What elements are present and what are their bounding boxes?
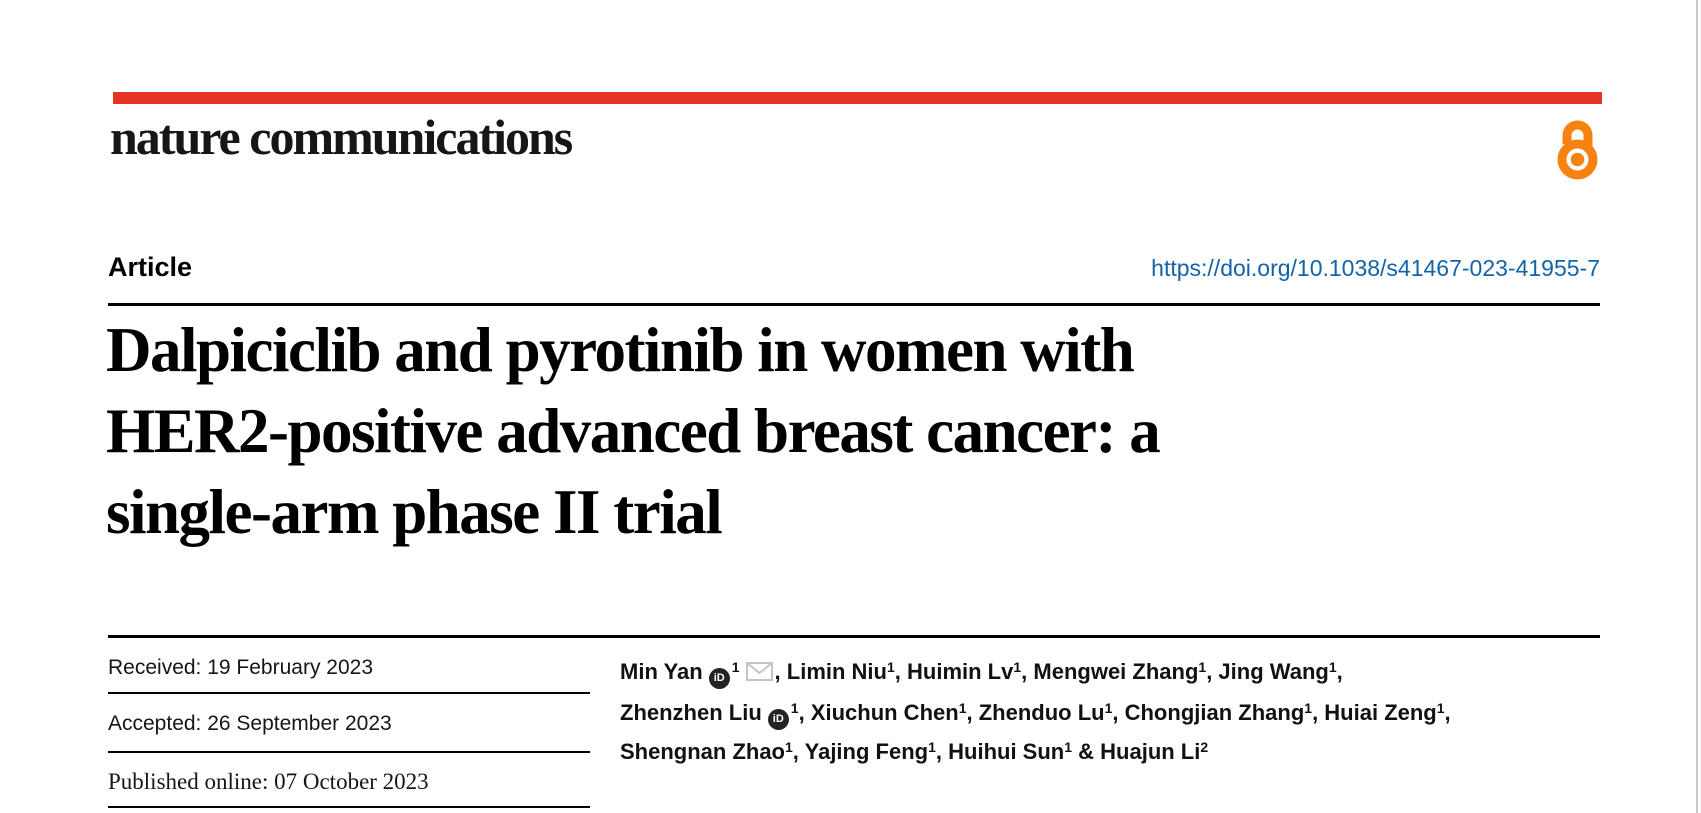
author: Huimin Lv1, [907, 659, 1033, 684]
affiliation-superscript: 2 [1200, 739, 1209, 755]
affiliation-superscript: 1 [731, 659, 740, 675]
accepted-date: Accepted: 26 September 2023 [108, 712, 392, 735]
received-date: Received: 19 February 2023 [108, 656, 373, 679]
author-line: Shengnan Zhao1, Yajing Feng1, Huihui Sun… [620, 730, 1530, 769]
author-separator: , [1336, 659, 1343, 684]
author-name: Min Yan [620, 659, 703, 684]
author-name: Limin Niu [786, 659, 887, 684]
article-type-label: Article [108, 252, 193, 282]
page-edge-line [1696, 0, 1698, 813]
orcid-icon[interactable]: iD [708, 668, 730, 689]
brand-red-bar [113, 92, 1602, 104]
affiliation-superscript: 1 [928, 739, 936, 755]
author-line: Min Yan iD1, Limin Niu1, Huimin Lv1, Meng… [620, 650, 1530, 691]
author-list: Min Yan iD1, Limin Niu1, Huimin Lv1, Meng… [620, 650, 1530, 769]
author-name: Yajing Feng [804, 739, 929, 764]
meta-top-rule [108, 635, 1600, 638]
date-divider-rule [108, 751, 590, 753]
author-name: Xiuchun Chen [810, 700, 959, 725]
journal-logo: nature communications [110, 109, 573, 165]
email-icon[interactable] [745, 656, 773, 691]
author-separator: , [1112, 700, 1125, 725]
author-separator: , [792, 739, 805, 764]
author: Shengnan Zhao1, [620, 739, 805, 764]
author: Chongjian Zhang1, [1125, 700, 1325, 725]
affiliation-superscript: 1 [1064, 739, 1073, 755]
article-title: Dalpiciclib and pyrotinib in women with … [106, 310, 1526, 553]
author-separator: , [1021, 659, 1034, 684]
author-separator: , [894, 659, 908, 684]
author: Yajing Feng1, [805, 739, 949, 764]
title-line-2: HER2-positive advanced breast cancer: a [106, 396, 1161, 466]
orcid-icon[interactable]: iD [767, 709, 789, 730]
header-divider-rule [108, 303, 1600, 306]
author: Jing Wang1, [1218, 659, 1342, 684]
affiliation-superscript: 1 [1304, 700, 1313, 716]
author-name: Mengwei Zhang [1033, 659, 1199, 684]
article-header-row: Article https://doi.org/10.1038/s41467-0… [108, 252, 1600, 283]
date-divider-rule [108, 806, 590, 808]
author: Zhenduo Lu1, [979, 700, 1125, 725]
author: Mengwei Zhang1, [1033, 659, 1218, 684]
author-name: Huiai Zeng [1324, 700, 1437, 725]
affiliation-superscript: 1 [785, 739, 793, 755]
author-name: Huimin Lv [907, 659, 1014, 684]
author-separator: , [1312, 700, 1325, 725]
author-separator: , [1206, 659, 1219, 684]
affiliation-superscript: 1 [1328, 659, 1337, 675]
author-name: Chongjian Zhang [1124, 700, 1305, 725]
author-name: Shengnan Zhao [620, 739, 785, 764]
author-separator: , [1444, 700, 1451, 725]
author-name: Huihui Sun [948, 739, 1065, 764]
author-line: Zhenzhen Liu iD1, Xiuchun Chen1, Zhenduo … [620, 691, 1530, 730]
author-name: Jing Wang [1218, 659, 1329, 684]
author: Huihui Sun1 & [948, 739, 1100, 764]
author: Zhenzhen Liu iD1, [620, 700, 811, 730]
open-access-icon [1554, 109, 1602, 181]
author: Min Yan iD1, [620, 659, 787, 689]
affiliation-superscript: 1 [958, 700, 967, 716]
author-name: Zhenduo Lu [978, 700, 1105, 725]
doi-link[interactable]: https://doi.org/10.1038/s41467-023-41955… [1151, 255, 1600, 281]
published-date: Published online: 07 October 2023 [108, 769, 429, 794]
author-separator: , [798, 700, 811, 725]
author: Xiuchun Chen1, [811, 700, 979, 725]
author-separator: , [935, 739, 949, 764]
author: Limin Niu1, [787, 659, 907, 684]
date-divider-rule [108, 692, 590, 694]
author-separator: , [966, 700, 979, 725]
author: Huajun Li2 [1100, 739, 1208, 764]
affiliation-superscript: 1 [1436, 700, 1445, 716]
author-separator: & [1072, 739, 1101, 764]
affiliation-superscript: 1 [1198, 659, 1207, 675]
affiliation-superscript: 1 [1104, 700, 1113, 716]
affiliation-superscript: 1 [886, 659, 895, 675]
title-line-1: Dalpiciclib and pyrotinib in women with [106, 315, 1135, 385]
affiliation-superscript: 1 [1013, 659, 1022, 675]
affiliation-superscript: 1 [790, 700, 799, 716]
title-line-3: single-arm phase II trial [106, 477, 723, 547]
author-name: Huajun Li [1100, 739, 1201, 764]
author-name: Zhenzhen Liu [620, 700, 762, 725]
author-separator: , [774, 659, 787, 684]
author: Huiai Zeng1, [1324, 700, 1450, 725]
